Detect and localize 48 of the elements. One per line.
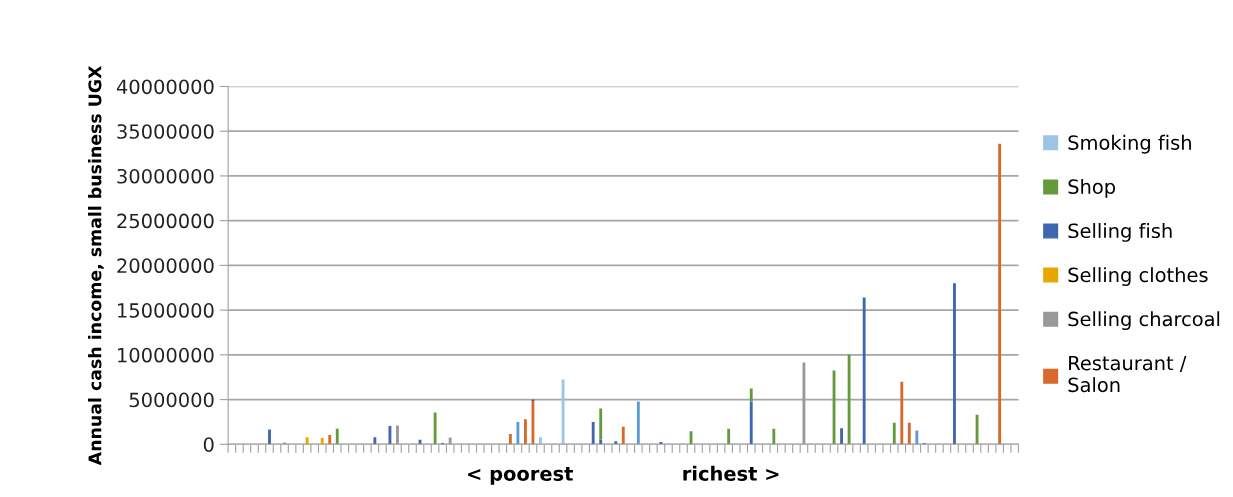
bar: [953, 283, 956, 445]
bar: [847, 354, 851, 445]
bar: [433, 412, 437, 445]
y-tick-label: 10000000: [118, 347, 214, 363]
y-tick-label: 5000000: [129, 392, 214, 408]
bar: [636, 401, 640, 445]
y-tick-label: 40000000: [116, 79, 214, 95]
bar: [998, 143, 1002, 445]
bar: [749, 388, 753, 402]
x-axis-title: < poorest richest >: [468, 465, 779, 485]
bar: [320, 438, 324, 445]
legend-label: Selling clothes: [1068, 267, 1208, 286]
legend-label: Selling fish: [1068, 223, 1172, 242]
bar: [539, 437, 542, 444]
y-tick-label: 35000000: [117, 124, 214, 139]
bar: [915, 430, 919, 445]
bar: [591, 421, 595, 445]
legend-label: Smoking fish: [1068, 134, 1191, 154]
y-axis-title: Annual cash income, small business UGX: [88, 65, 104, 466]
bar: [335, 428, 339, 445]
bar: [508, 434, 512, 445]
bar: [524, 419, 527, 445]
y-tick-label: 25000000: [117, 213, 214, 229]
bar: [772, 428, 776, 445]
bar: [840, 428, 843, 445]
legend-label: Selling charcoal: [1068, 311, 1220, 331]
bar: [516, 421, 520, 445]
bar: [328, 434, 332, 445]
legend-label: Restaurant / Salon: [1068, 355, 1187, 393]
bar: [749, 401, 753, 445]
bar: [599, 439, 603, 445]
bar: [614, 441, 618, 445]
y-tick-label: 0: [203, 437, 214, 452]
bar: [900, 381, 904, 445]
bar: [305, 437, 309, 445]
bar: [907, 422, 911, 445]
y-tick-label: 20000000: [117, 258, 214, 274]
y-tick-label: 15000000: [118, 303, 214, 318]
y-tick-label: 30000000: [117, 168, 214, 184]
bar: [599, 408, 603, 440]
bar: [621, 426, 625, 445]
legend-label: Shop: [1068, 178, 1116, 198]
bar: [268, 429, 271, 445]
bar: [659, 442, 663, 445]
bar: [892, 422, 896, 445]
bar: [727, 428, 731, 445]
bar: [862, 297, 866, 445]
bar: [373, 437, 377, 445]
